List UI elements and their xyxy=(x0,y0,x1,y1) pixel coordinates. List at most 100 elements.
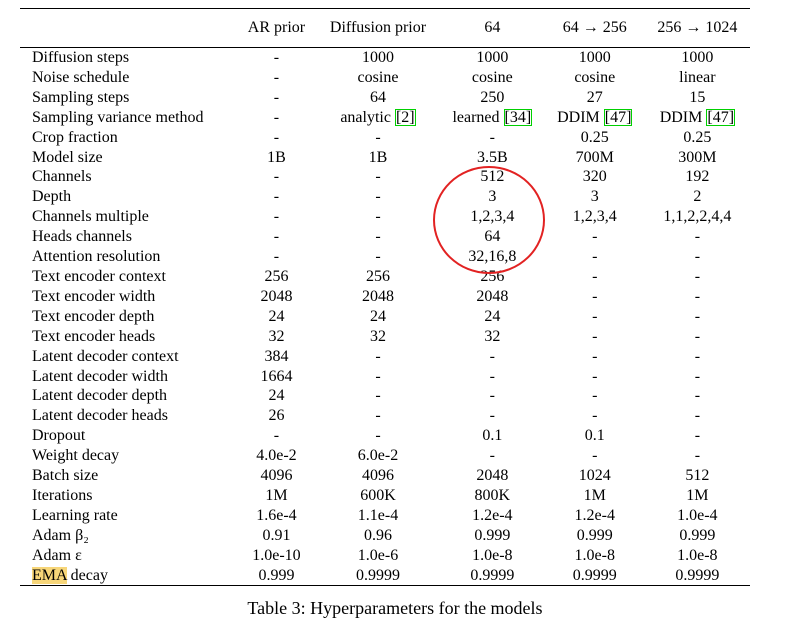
table-cell: 0.25 xyxy=(580,128,609,146)
citation-link[interactable]: [2] xyxy=(394,108,416,126)
table-cell: 24 xyxy=(369,307,386,325)
row-label: Latent decoder heads xyxy=(32,407,168,425)
table-row: Model size 1B 1B 3.5B 700M 300M xyxy=(20,148,750,168)
citation-link[interactable]: [47] xyxy=(706,108,736,126)
table-cell: - xyxy=(375,188,381,206)
header-cell-empty xyxy=(20,9,237,48)
table-cell: - xyxy=(694,248,701,266)
table-cell: - xyxy=(375,248,381,266)
row-label: Text encoder context xyxy=(32,267,166,285)
table-cell: - xyxy=(592,347,598,365)
row-label: Iterations xyxy=(32,486,93,504)
row-label: Weight decay xyxy=(32,447,120,465)
table-cell: - xyxy=(489,128,495,146)
table-cell: 1024 xyxy=(578,467,611,485)
table-cell: 0.9999 xyxy=(675,566,720,584)
table-cell: - xyxy=(694,427,701,445)
table-cell: 2048 xyxy=(361,287,394,305)
table-row: Diffusion steps - 1000 1000 1000 1000 xyxy=(20,47,750,68)
table-cell: 6.0e-2 xyxy=(357,447,399,465)
table-cell: - xyxy=(592,447,598,465)
table-cell: 600K xyxy=(360,486,396,504)
table-cell: 0.999 xyxy=(679,526,716,544)
table-cell: cosine xyxy=(574,68,616,86)
column-header: Diffusion prior xyxy=(329,19,427,36)
row-label: Channels multiple xyxy=(32,208,149,226)
row-label: Attention resolution xyxy=(32,248,161,266)
table-body: Diffusion steps - 1000 1000 1000 1000 Noise sc… xyxy=(20,47,750,586)
table-cell: - xyxy=(489,447,495,465)
table-cell: 320 xyxy=(582,168,607,186)
table-cell: - xyxy=(694,267,701,285)
table-row: Text encoder context 256 256 256- - xyxy=(20,267,750,287)
table-row: Crop fraction - - - 0.25 0.25 xyxy=(20,128,750,148)
row-label: Latent decoder depth xyxy=(32,387,168,405)
table-row: Channels multiple - -1,2,3,4 1,2,3,4 1,1,2,2… xyxy=(20,207,750,227)
table-row: Attention resolution - -32,16,8- - xyxy=(20,247,750,267)
table-cell: 1.0e-8 xyxy=(574,546,615,564)
table-cell: 300M xyxy=(678,148,717,166)
table-cell: - xyxy=(592,327,598,345)
table-cell: - xyxy=(273,228,280,246)
table-cell: - xyxy=(592,387,598,405)
table-cell: - xyxy=(592,307,598,325)
row-label: Heads channels xyxy=(32,228,132,246)
table-cell: 256 xyxy=(365,267,390,285)
table-cell: 250 xyxy=(480,88,505,106)
table-row: Batch size 4096 4096 2048 1024 512 xyxy=(20,466,750,486)
table-cell: - xyxy=(273,427,280,445)
table-cell: - xyxy=(273,168,280,186)
highlighted-term: EMA xyxy=(32,566,67,584)
table-header-row: AR prior Diffusion prior 64 64 → 256 256 → 1… xyxy=(20,8,750,48)
table-row: Latent decoder depth 24 - - - - xyxy=(20,386,750,406)
table-cell: 0.91 xyxy=(262,526,291,544)
table-cell: 0.999 xyxy=(576,526,613,544)
table-row: Text encoder depth 24 24 24 - - xyxy=(20,307,750,327)
table-cell: 1.2e-4 xyxy=(472,506,513,524)
row-label: Adam β₂ xyxy=(32,526,89,544)
table-cell: - xyxy=(273,49,280,66)
row-label: Model size xyxy=(32,148,103,166)
table-cell: 0.1 xyxy=(584,427,605,445)
table-cell: - xyxy=(273,208,280,226)
table-row: Sampling variance method - analytic [2] lea… xyxy=(20,108,750,128)
table-cell: 27 xyxy=(586,88,603,106)
table-cell: - xyxy=(273,248,280,266)
table-cell: - xyxy=(375,387,381,405)
table-cell: 24 xyxy=(268,307,285,325)
table-cell: 1M xyxy=(265,486,288,504)
table-cell: 1.0e-4 xyxy=(677,506,718,524)
table-cell: 1000 xyxy=(476,49,509,66)
table-cell: - xyxy=(273,188,280,206)
table-cell: 1.2e-4 xyxy=(574,506,615,524)
table-cell: DDIM [47] xyxy=(557,108,633,126)
table-cell: 0.96 xyxy=(363,526,392,544)
table-cell: 4096 xyxy=(260,467,293,485)
citation-link[interactable]: [47] xyxy=(603,108,633,126)
row-label: Channels xyxy=(32,168,92,186)
table-cell: DDIM [47] xyxy=(659,108,736,126)
table-cell: 1000 xyxy=(361,49,394,66)
table-row: Noise schedule - cosine cosine cosine linear xyxy=(20,68,750,88)
citation-link[interactable]: [34] xyxy=(503,108,533,126)
table-cell: - xyxy=(694,387,701,405)
table-cell: 700M xyxy=(575,148,614,166)
table-cell: 1,1,2,2,4,4 xyxy=(663,208,732,226)
row-label: Sampling steps xyxy=(32,88,130,106)
table-cell: 0.1 xyxy=(482,427,503,445)
table-cell: - xyxy=(592,287,598,305)
table-cell: - xyxy=(694,228,701,246)
table-cell: analytic [2] xyxy=(340,108,416,126)
table-cell: 1000 xyxy=(578,49,611,66)
table-cell: 1000 xyxy=(681,49,714,66)
table-cell: - xyxy=(694,447,701,465)
table-cell: 1.0e-6 xyxy=(357,546,399,564)
table-cell: - xyxy=(375,407,381,425)
table-row: Text encoder heads 32 32 32 - - xyxy=(20,327,750,347)
row-label: Noise schedule xyxy=(32,68,130,86)
table-cell: 800K xyxy=(474,486,511,504)
table-cell: 0.999 xyxy=(258,566,295,584)
table-cell: linear xyxy=(679,68,716,86)
row-label: Latent decoder context xyxy=(32,347,179,365)
row-label: Dropout xyxy=(32,427,86,445)
